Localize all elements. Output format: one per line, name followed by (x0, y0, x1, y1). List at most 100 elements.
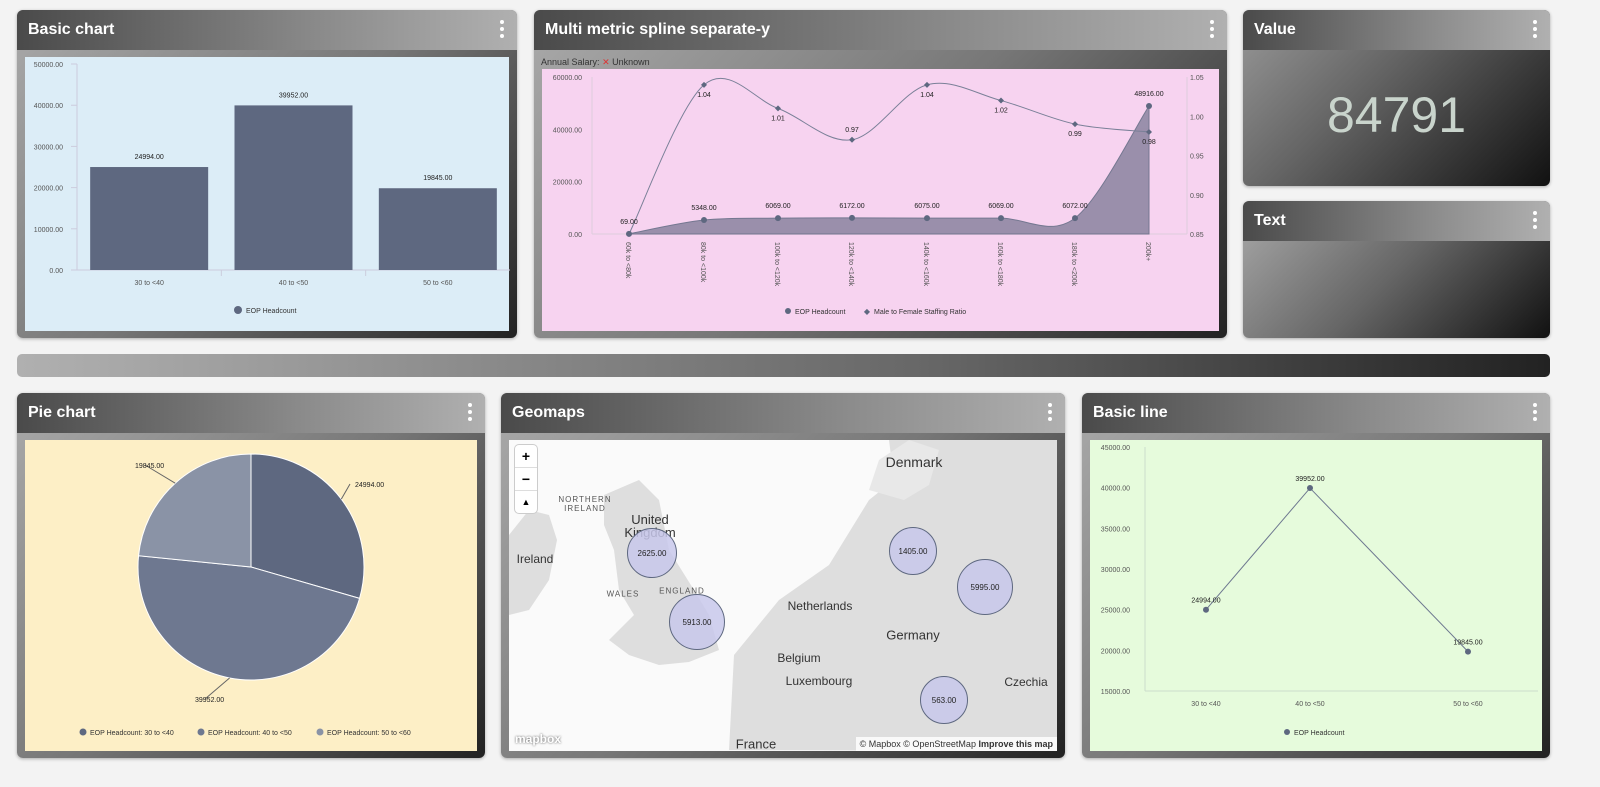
map-bubble[interactable]: 1405.00 (889, 527, 937, 575)
series-line (1205, 487, 1469, 652)
map[interactable]: Denmark United Kingdom Ireland NORTHERN … (509, 440, 1057, 751)
y-tick-label-right: 0.90 (1190, 193, 1204, 200)
mapbox-logo[interactable]: mapbox (515, 732, 562, 746)
data-label: 39952.00 (279, 92, 308, 99)
kpi-value: 84791 (1326, 87, 1467, 143)
kebab-menu-icon[interactable] (1532, 403, 1538, 423)
y-tick-label: 40000.00 (34, 103, 63, 110)
pie-slice (138, 453, 252, 568)
map-bubble[interactable]: 563.00 (920, 676, 968, 724)
geomaps-panel: Geomaps Denmark United Kingdom Ireland N… (501, 393, 1065, 758)
headcount-area (628, 104, 1150, 235)
ratio-point (701, 81, 707, 88)
kebab-menu-icon[interactable] (467, 403, 473, 423)
y-tick-label-right: 1.00 (1190, 114, 1204, 121)
filter-chip[interactable]: Annual Salary: ✕ Unknown (541, 57, 650, 68)
x-tick-label: 50 to <60 (423, 280, 452, 287)
y-tick-label: 45000.00 (1101, 445, 1130, 452)
legend-label: EOP Headcount: 40 to <50 (208, 730, 292, 737)
x-tick-label: 180k to <200k (1070, 242, 1077, 287)
legend-marker (785, 308, 791, 314)
data-label: 5348.00 (691, 205, 716, 212)
y-tick-label-right: 0.85 (1190, 232, 1204, 239)
y-tick-label-right: 1.05 (1190, 75, 1204, 82)
data-label: 1.04 (697, 92, 711, 99)
x-tick-label: 200k+ (1144, 242, 1151, 261)
zoom-out-button[interactable]: − (515, 468, 537, 491)
data-label: 0.97 (845, 127, 859, 134)
headcount-point (1072, 215, 1078, 222)
remove-filter-icon[interactable]: ✕ (602, 57, 610, 67)
map-label: ENGLAND (659, 586, 705, 596)
x-tick-label: 120k to <140k (847, 242, 854, 287)
data-label: 39952.00 (195, 697, 224, 704)
map-label: Czechia (1004, 675, 1048, 689)
basic-chart-panel: Basic chart 0.00 10000.00 20000.00 30000.00… (17, 10, 517, 338)
panel-header: Value (1243, 10, 1550, 50)
ratio-point (1146, 128, 1152, 135)
y-tick-label: 0.00 (49, 268, 63, 275)
kebab-menu-icon[interactable] (1532, 20, 1538, 40)
compass-icon[interactable]: ▲ (521, 497, 531, 507)
data-label: 19845.00 (423, 175, 452, 182)
data-label: 6075.00 (914, 203, 939, 210)
headcount-point (849, 214, 855, 221)
pie-chart: 24994.00 39952.00 19845.00 EOP Headcount: 3… (79, 453, 411, 737)
zoom-controls: + − ▲ (515, 445, 537, 513)
panel-header: Multi metric spline separate-y (534, 10, 1227, 50)
data-label: 1.01 (771, 115, 785, 122)
y-tick-label: 40000.00 (1101, 486, 1130, 493)
value-panel: Value 84791 (1243, 10, 1550, 186)
x-tick-label: 30 to <40 (134, 280, 163, 287)
multi-metric-panel: Multi metric spline separate-y Annual Sa… (534, 10, 1227, 338)
map-label: Ireland (516, 552, 554, 566)
ratio-line (628, 78, 1150, 235)
attribution-link[interactable]: © Mapbox © OpenStreetMap (859, 739, 976, 749)
pie-chart-panel: Pie chart 24994.00 39952.00 19845.00 EOP He… (17, 393, 485, 758)
map-label: WALES (606, 589, 640, 599)
panel-title: Text (1254, 212, 1286, 229)
x-tick-label: 30 to <40 (1191, 701, 1220, 708)
x-tick-label: 100k to <120k (773, 242, 780, 287)
y-tick-label-right: 0.95 (1190, 154, 1204, 161)
kebab-menu-icon[interactable] (1047, 403, 1053, 423)
bar (90, 167, 209, 270)
improve-map-link[interactable]: Improve this map (978, 739, 1053, 749)
map-bubble[interactable]: 5995.00 (957, 559, 1013, 615)
map-label: NORTHERN IRELAND (558, 495, 612, 513)
map-bubble[interactable]: 5913.00 (669, 594, 725, 650)
kebab-menu-icon[interactable] (1532, 211, 1538, 231)
zoom-in-button[interactable]: + (515, 445, 537, 468)
panel-header: Geomaps (501, 393, 1065, 433)
legend-marker (197, 728, 205, 736)
panel-title: Pie chart (28, 404, 96, 421)
panel-header: Basic chart (17, 10, 517, 50)
bar-chart: 0.00 10000.00 20000.00 30000.00 40000.00 5000… (34, 62, 510, 315)
headcount-point (998, 215, 1004, 222)
data-label: 69.00 (620, 219, 638, 226)
y-tick-label: 30000.00 (34, 144, 63, 151)
y-tick-label: 30000.00 (1101, 567, 1130, 574)
bar (234, 105, 353, 270)
section-divider (17, 354, 1550, 377)
map-label: Luxembourg (785, 674, 853, 688)
legend-label: EOP Headcount (795, 309, 846, 316)
panel-title: Basic chart (28, 21, 115, 38)
data-label: 6069.00 (988, 203, 1013, 210)
panel-title: Value (1254, 21, 1296, 38)
kebab-menu-icon[interactable] (1209, 20, 1215, 40)
legend-label: EOP Headcount (246, 308, 297, 315)
data-label: 1.02 (994, 108, 1008, 115)
kebab-menu-icon[interactable] (499, 20, 505, 40)
y-tick-label-left: 0.00 (568, 232, 582, 239)
headcount-point (701, 217, 707, 224)
x-tick-label: 160k to <180k (996, 242, 1003, 287)
legend-label: Male to Female Staffing Ratio (874, 309, 966, 316)
data-label: 48916.00 (1134, 91, 1163, 98)
data-label: 24994.00 (135, 154, 164, 161)
map-bubble[interactable]: 2625.00 (627, 528, 677, 578)
leader-line (340, 483, 351, 500)
data-point (1307, 485, 1313, 492)
ratio-point (1072, 121, 1078, 128)
y-tick-label: 15000.00 (1101, 689, 1130, 696)
